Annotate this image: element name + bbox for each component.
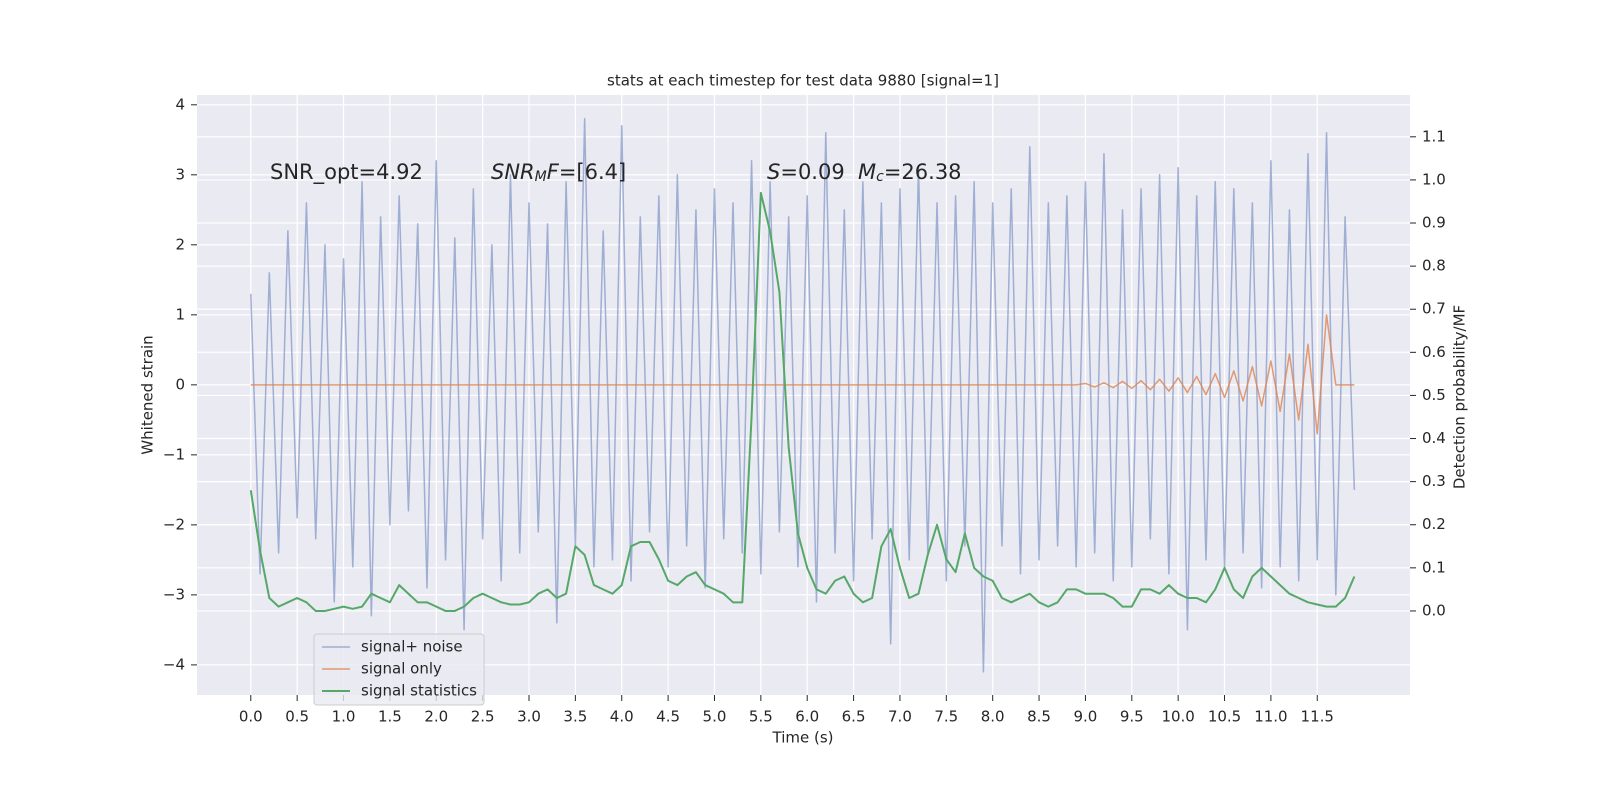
annotation-part: SNR: [491, 160, 535, 184]
y2-tick-label: 0.4: [1422, 429, 1446, 447]
legend-label: signal only: [361, 660, 442, 678]
x-tick-label: 2.0: [424, 708, 448, 726]
y2-tick-label: 1.0: [1422, 170, 1446, 188]
x-axis-label: Time (s): [772, 729, 834, 747]
y-tick-label: 3: [175, 165, 185, 183]
y-tick-label: −2: [163, 515, 185, 533]
x-tick-label: 9.5: [1120, 708, 1144, 726]
x-tick-label: 4.5: [656, 708, 680, 726]
annotation: SNRMF=[6.4]: [491, 160, 626, 185]
x-tick-label: 2.5: [471, 708, 495, 726]
y2-tick-label: 0.8: [1422, 257, 1446, 275]
y-tick-label: −3: [163, 585, 185, 603]
y-tick-label: −1: [163, 445, 185, 463]
x-tick-label: 9.0: [1073, 708, 1097, 726]
y2-tick-label: 0.9: [1422, 214, 1446, 232]
x-tick-label: 0.5: [285, 708, 309, 726]
chart-title: stats at each timestep for test data 988…: [607, 72, 999, 90]
y2-axis-label: Detection probability/MF: [1451, 305, 1469, 489]
x-tick-label: 11.0: [1254, 708, 1287, 726]
legend-label: signal statistics: [361, 682, 477, 700]
y2-tick-label: 0.3: [1422, 472, 1446, 490]
y2-tick-label: 0.2: [1422, 515, 1446, 533]
x-tick-label: 8.0: [981, 708, 1005, 726]
y2-tick-label: 0.6: [1422, 343, 1446, 361]
annotation-part: =26.38: [884, 160, 962, 184]
y2-tick-label: 0.7: [1422, 300, 1446, 318]
x-tick-label: 3.0: [517, 708, 541, 726]
annotation: S=0.09: [767, 160, 845, 184]
annotation: SNR_opt=4.92: [270, 160, 423, 185]
annotation-part: F: [547, 160, 560, 184]
x-tick-label: 8.5: [1027, 708, 1051, 726]
x-tick-label: 0.0: [239, 708, 263, 726]
annotation-part: S: [767, 160, 780, 184]
x-tick-label: 10.0: [1161, 708, 1194, 726]
x-tick-label: 11.5: [1301, 708, 1334, 726]
annotation-part: =[6.4]: [559, 160, 626, 184]
y2-tick-label: 0.5: [1422, 386, 1446, 404]
annotation: Mc=26.38: [858, 160, 962, 185]
x-tick-label: 3.5: [563, 708, 587, 726]
y2-tick-label: 1.1: [1422, 127, 1446, 145]
x-tick-label: 1.0: [332, 708, 356, 726]
x-tick-label: 6.5: [842, 708, 866, 726]
annotation-part: M: [858, 160, 876, 184]
y-tick-label: 4: [175, 95, 185, 113]
annotation-part: M: [535, 169, 547, 185]
y-tick-label: 2: [175, 235, 185, 253]
x-tick-label: 7.5: [934, 708, 958, 726]
series-line: [250, 118, 1356, 673]
annotation-part: =0.09: [780, 160, 844, 184]
y2-tick-label: 0.1: [1422, 558, 1446, 576]
x-tick-label: 7.0: [888, 708, 912, 726]
y-tick-label: 1: [175, 305, 185, 323]
series-line: [250, 314, 1355, 435]
y-tick-label: 0: [175, 375, 185, 393]
x-tick-label: 10.5: [1208, 708, 1241, 726]
legend-box: [313, 633, 485, 706]
x-tick-label: 5.0: [703, 708, 727, 726]
y-tick-label: −4: [163, 655, 185, 673]
series-line: [249, 191, 1356, 612]
annotation-part: c: [876, 169, 884, 185]
y2-tick-label: 0.0: [1422, 601, 1446, 619]
annotation-part: SNR_opt=4.92: [270, 160, 423, 185]
x-tick-label: 1.5: [378, 708, 402, 726]
y-axis-label: Whitened strain: [139, 335, 157, 454]
x-tick-label: 4.0: [610, 708, 634, 726]
x-tick-label: 6.0: [795, 708, 819, 726]
legend-label: signal+ noise: [361, 638, 463, 656]
x-tick-label: 5.5: [749, 708, 773, 726]
marks: [249, 118, 1356, 673]
